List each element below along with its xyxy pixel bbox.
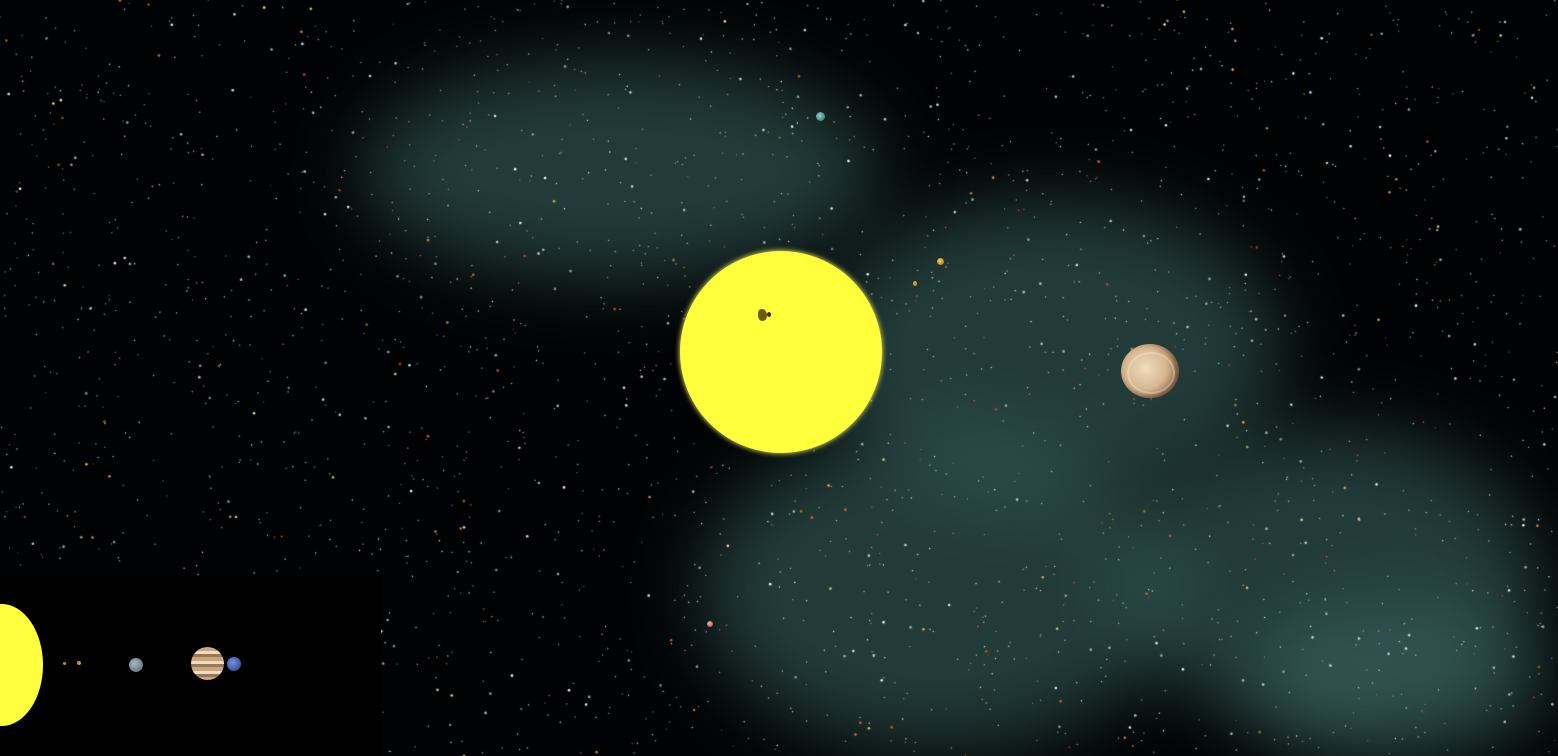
planet-small-2[interactable] — [937, 258, 944, 265]
minimap-mercury[interactable] — [63, 662, 66, 665]
gas-giant-planet[interactable] — [1121, 344, 1179, 398]
planet-small-4[interactable] — [707, 621, 713, 627]
sunspot — [758, 309, 767, 321]
planet-small-3[interactable] — [913, 281, 917, 286]
minimap-sun[interactable] — [0, 604, 43, 726]
minimap-earth[interactable] — [129, 658, 143, 672]
minimap-jupiter[interactable] — [191, 647, 224, 680]
minimap-panel[interactable] — [0, 576, 381, 756]
sunspot — [767, 312, 771, 317]
minimap-venus[interactable] — [77, 661, 81, 665]
sun[interactable] — [680, 251, 882, 453]
minimap-neptune[interactable] — [227, 657, 241, 671]
planet-small-1[interactable] — [816, 112, 825, 121]
